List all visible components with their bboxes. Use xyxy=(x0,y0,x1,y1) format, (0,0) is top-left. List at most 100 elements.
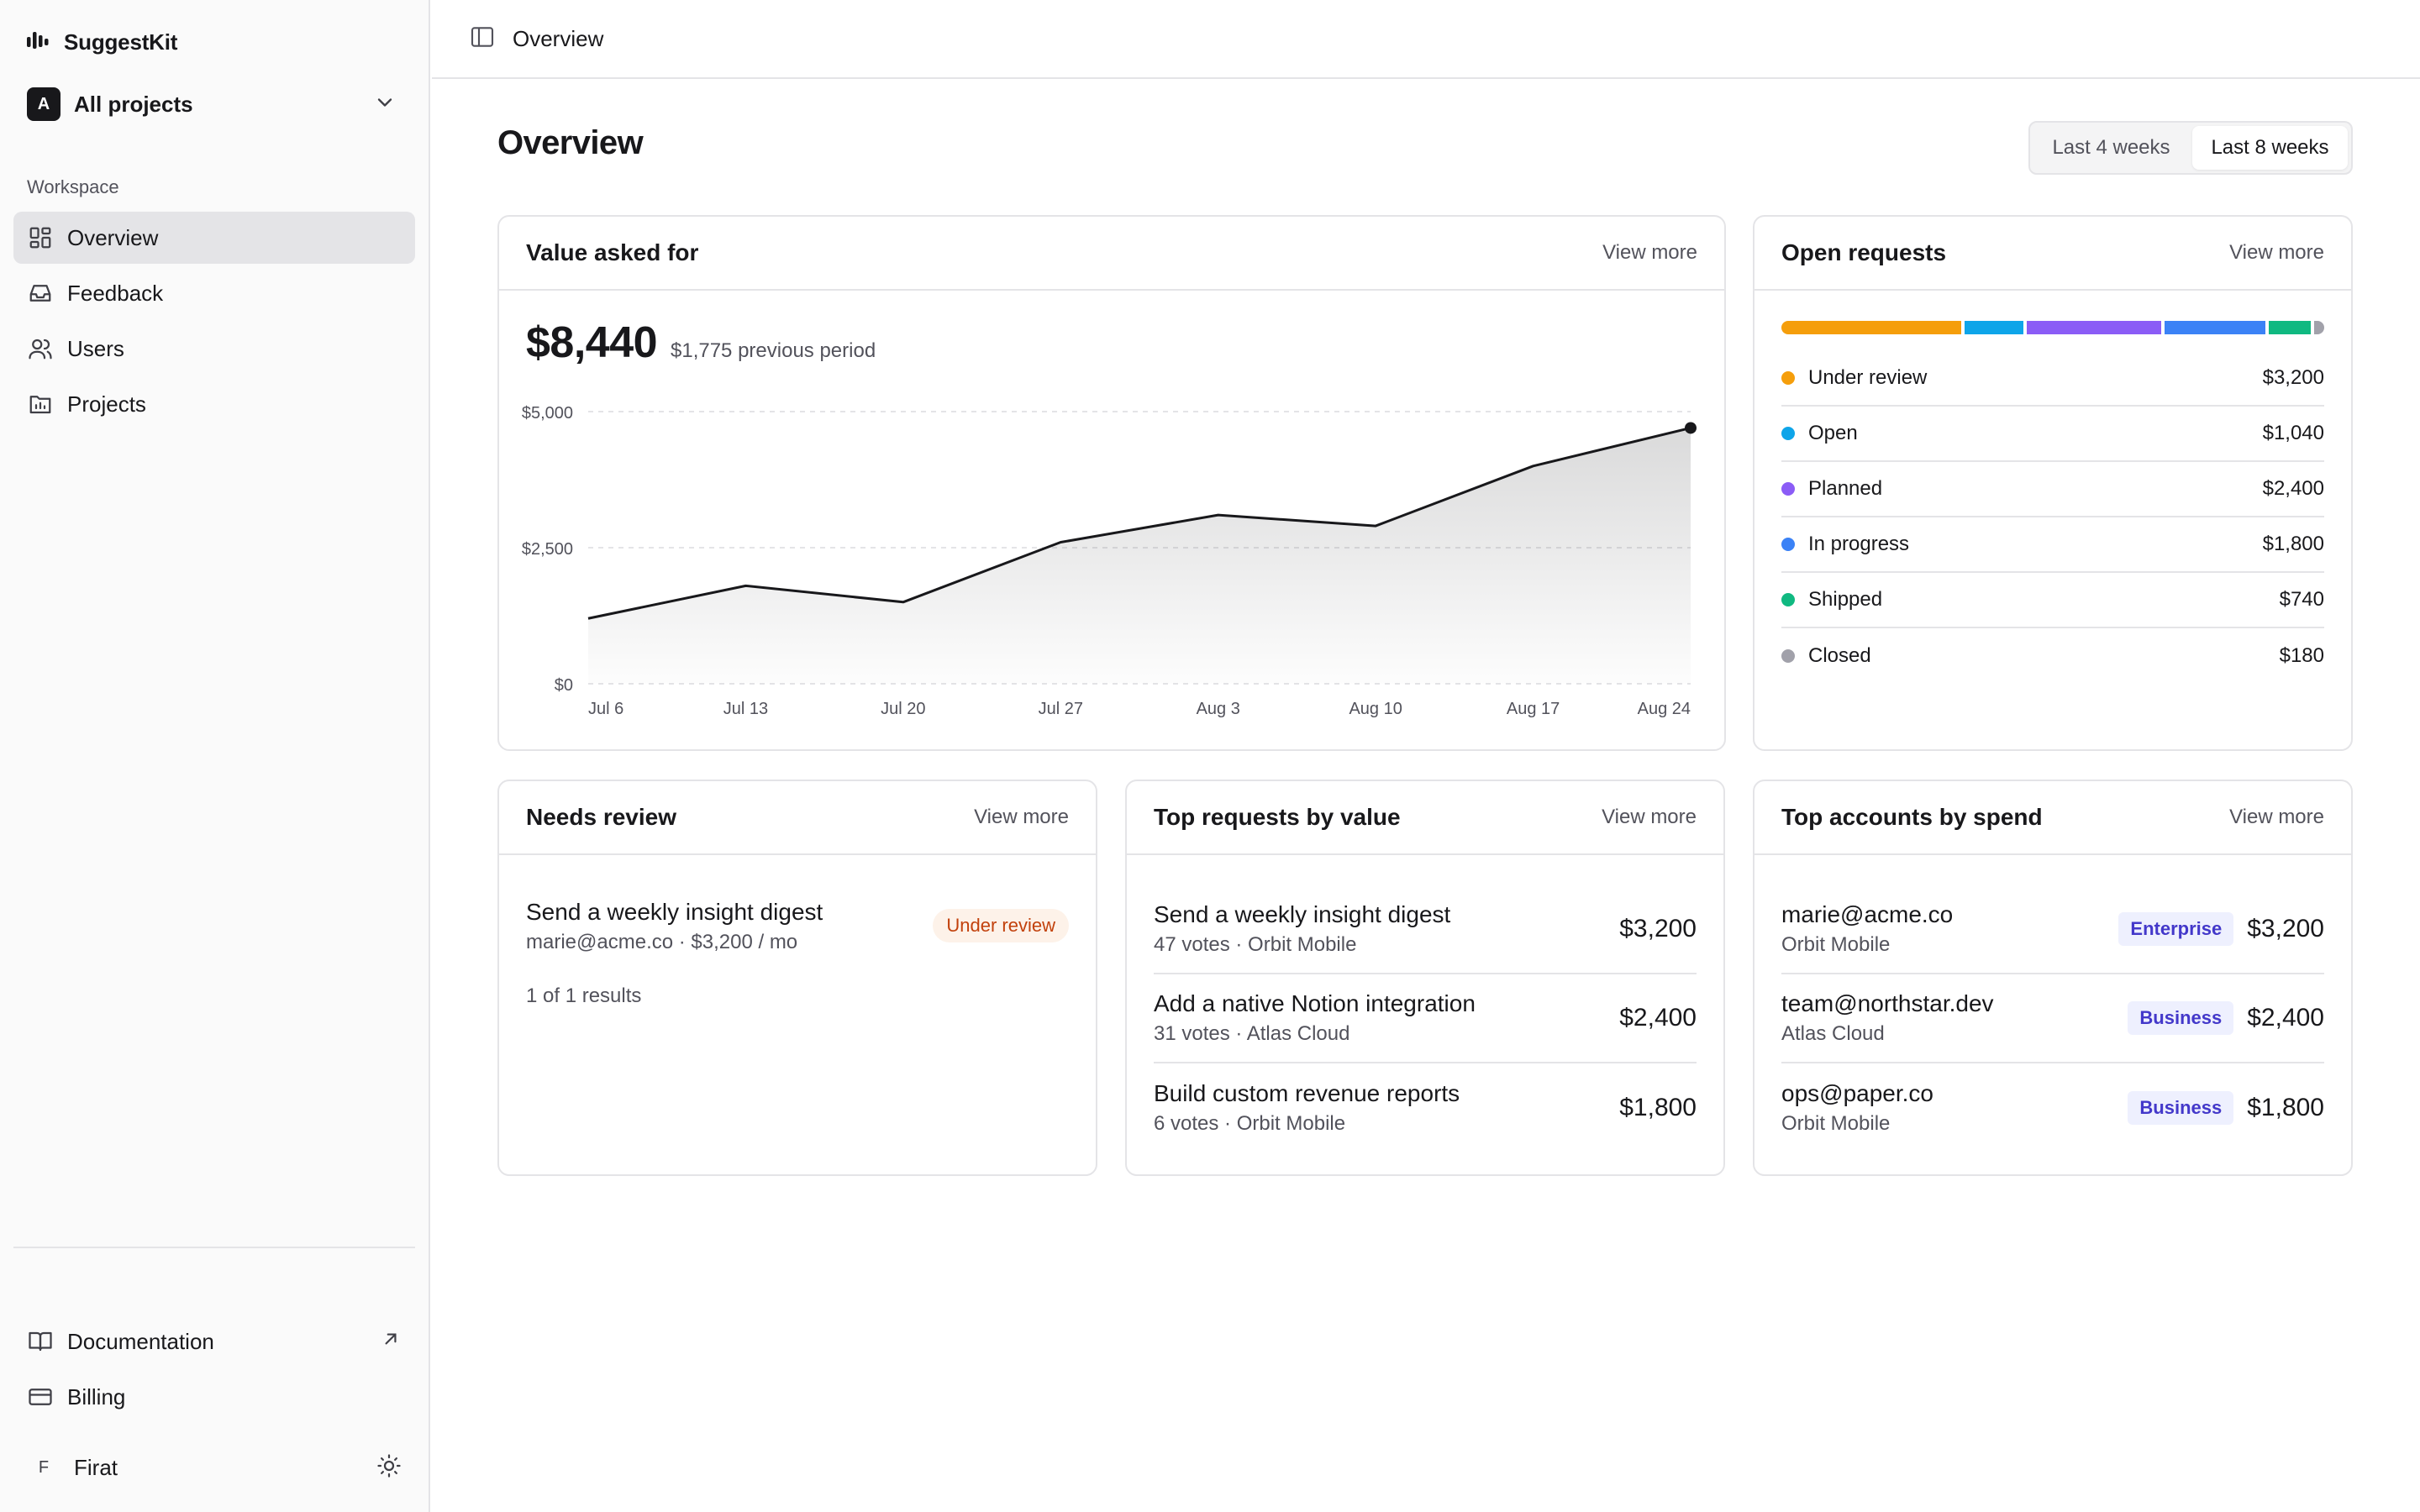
status-row-open[interactable]: Open $1,040 xyxy=(1781,407,2324,462)
page-title: Overview xyxy=(497,124,644,161)
request-meta: 6 votes · Orbit Mobile xyxy=(1154,1112,1346,1135)
status-label: Open xyxy=(1808,422,1858,444)
chevron-down-icon xyxy=(373,91,397,118)
request-meta: 47 votes · Orbit Mobile xyxy=(1154,933,1357,956)
total-value: $8,440 xyxy=(526,318,658,367)
status-segment-in-progress xyxy=(2165,321,2266,334)
request-amount: $1,800 xyxy=(1619,1094,1697,1121)
plan-badge: Enterprise xyxy=(2118,912,2234,946)
sidebar-item-label: Projects xyxy=(67,391,146,417)
status-row-planned[interactable]: Planned $2,400 xyxy=(1781,462,2324,517)
sidebar-nav: Overview Feedback Users Projects xyxy=(13,212,415,433)
status-row-shipped[interactable]: Shipped $740 xyxy=(1781,573,2324,628)
list-item[interactable]: ops@paper.co Orbit Mobile Business $1,80… xyxy=(1781,1063,2324,1152)
status-value: $1,040 xyxy=(2262,422,2324,444)
documentation-label: Documentation xyxy=(67,1328,214,1354)
status-segment-open xyxy=(1965,321,2023,334)
sidebar-item-label: Users xyxy=(67,335,124,361)
request-list: Send a weekly insight digest 47 votes · … xyxy=(1154,885,1697,1152)
x-tick-label: Aug 3 xyxy=(1197,700,1240,718)
x-tick-label: Jul 27 xyxy=(1039,700,1083,718)
card-header: Needs review View more xyxy=(499,781,1096,855)
top-requests-card: Top requests by value View more Send a w… xyxy=(1125,780,1725,1176)
documentation-link[interactable]: Documentation xyxy=(13,1315,415,1368)
user-name: Firat xyxy=(74,1454,118,1480)
sidebar-item-overview[interactable]: Overview xyxy=(13,212,415,264)
sidebar: SuggestKit A All projects Workspace Over… xyxy=(0,0,430,1512)
account-project: Atlas Cloud xyxy=(1781,1022,1885,1045)
x-tick-label: Jul 20 xyxy=(881,700,925,718)
view-more-link[interactable]: View more xyxy=(2229,241,2324,264)
results-count: 1 of 1 results xyxy=(526,984,642,1007)
status-row-under-review[interactable]: Under review $3,200 xyxy=(1781,351,2324,407)
status-value: $180 xyxy=(2279,644,2324,667)
status-label: Under review xyxy=(1808,366,1928,389)
sidebar-item-users[interactable]: Users xyxy=(13,323,415,375)
status-segment-closed xyxy=(2313,321,2324,334)
status-row-in-progress[interactable]: In progress $1,800 xyxy=(1781,517,2324,573)
card-title: Open requests xyxy=(1781,239,1947,265)
project-avatar: A xyxy=(27,87,60,121)
sun-icon[interactable] xyxy=(376,1453,402,1483)
status-segment-planned xyxy=(2026,321,2162,334)
request-amount: $2,400 xyxy=(1619,1004,1697,1032)
account-project: Orbit Mobile xyxy=(1781,933,1891,956)
status-value: $740 xyxy=(2279,588,2324,611)
status-value: $1,800 xyxy=(2262,533,2324,555)
status-row-closed[interactable]: Closed $180 xyxy=(1781,628,2324,684)
external-link-icon xyxy=(380,1328,402,1356)
billing-link[interactable]: Billing xyxy=(13,1371,415,1423)
view-more-link[interactable]: View more xyxy=(2229,806,2324,828)
list-item[interactable]: marie@acme.co Orbit Mobile Enterprise $3… xyxy=(1781,885,2324,974)
review-item[interactable]: Send a weekly insight digest marie@acme.… xyxy=(526,899,1069,954)
brand[interactable]: SuggestKit xyxy=(27,25,177,59)
book-icon xyxy=(27,1328,54,1355)
card-header: Top requests by value View more xyxy=(1127,781,1723,855)
topbar: Overview xyxy=(432,0,2420,79)
request-title: Send a weekly insight digest xyxy=(1154,901,1451,927)
card-header: Open requests View more xyxy=(1754,217,2351,291)
request-title: Add a native Notion integration xyxy=(1154,990,1476,1016)
account-amount: $2,400 xyxy=(2247,1004,2324,1032)
status-dot xyxy=(1781,371,1795,385)
project-switcher-label: All projects xyxy=(74,91,193,117)
account-amount: $3,200 xyxy=(2247,915,2324,942)
view-more-link[interactable]: View more xyxy=(1602,806,1697,828)
sidebar-toggle-icon[interactable] xyxy=(469,24,496,55)
y-tick-label: $2,500 xyxy=(522,540,573,559)
list-item[interactable]: Send a weekly insight digest 47 votes · … xyxy=(1154,885,1697,974)
status-label: Shipped xyxy=(1808,588,1883,611)
range-last-4-weeks[interactable]: Last 4 weeks xyxy=(2052,136,2170,159)
data-point xyxy=(1685,422,1697,434)
credit-card-icon xyxy=(27,1383,54,1410)
view-more-link[interactable]: View more xyxy=(974,806,1069,828)
status-dot xyxy=(1781,593,1795,606)
list-item[interactable]: Add a native Notion integration 31 votes… xyxy=(1154,974,1697,1063)
review-item-meta: marie@acme.co · $3,200 / mo xyxy=(526,931,798,953)
series-line xyxy=(587,426,1691,620)
list-item[interactable]: team@northstar.dev Atlas Cloud Business … xyxy=(1781,974,2324,1063)
card-header: Value asked for View more xyxy=(499,217,1724,291)
range-last-8-weeks[interactable]: Last 8 weeks xyxy=(2192,126,2348,170)
sidebar-item-projects[interactable]: Projects xyxy=(13,378,415,430)
card-title: Top accounts by spend xyxy=(1781,804,2043,830)
status-dot xyxy=(1781,538,1795,551)
x-tick-label: Aug 10 xyxy=(1349,700,1402,718)
view-more-link[interactable]: View more xyxy=(1602,241,1697,264)
account-email: team@northstar.dev xyxy=(1781,990,1994,1016)
previous-period: $1,775 previous period xyxy=(671,339,876,362)
x-tick-label: Aug 17 xyxy=(1507,700,1560,718)
area-fill xyxy=(588,428,1691,684)
dashboard-icon xyxy=(27,224,54,251)
project-switcher[interactable]: A All projects xyxy=(13,84,410,124)
sidebar-divider xyxy=(13,1247,415,1248)
billing-label: Billing xyxy=(67,1383,126,1410)
user-menu[interactable]: F Firat xyxy=(13,1445,415,1490)
y-tick-label: $0 xyxy=(555,676,573,695)
value-asked-card: Value asked for View more $8,440 $1,775 … xyxy=(497,215,1726,751)
list-item[interactable]: Build custom revenue reports 6 votes · O… xyxy=(1154,1063,1697,1152)
app-name: SuggestKit xyxy=(64,29,178,55)
sidebar-item-feedback[interactable]: Feedback xyxy=(13,267,415,319)
sidebar-item-label: Feedback xyxy=(67,280,164,306)
x-tick-label: Jul 6 xyxy=(588,700,623,718)
